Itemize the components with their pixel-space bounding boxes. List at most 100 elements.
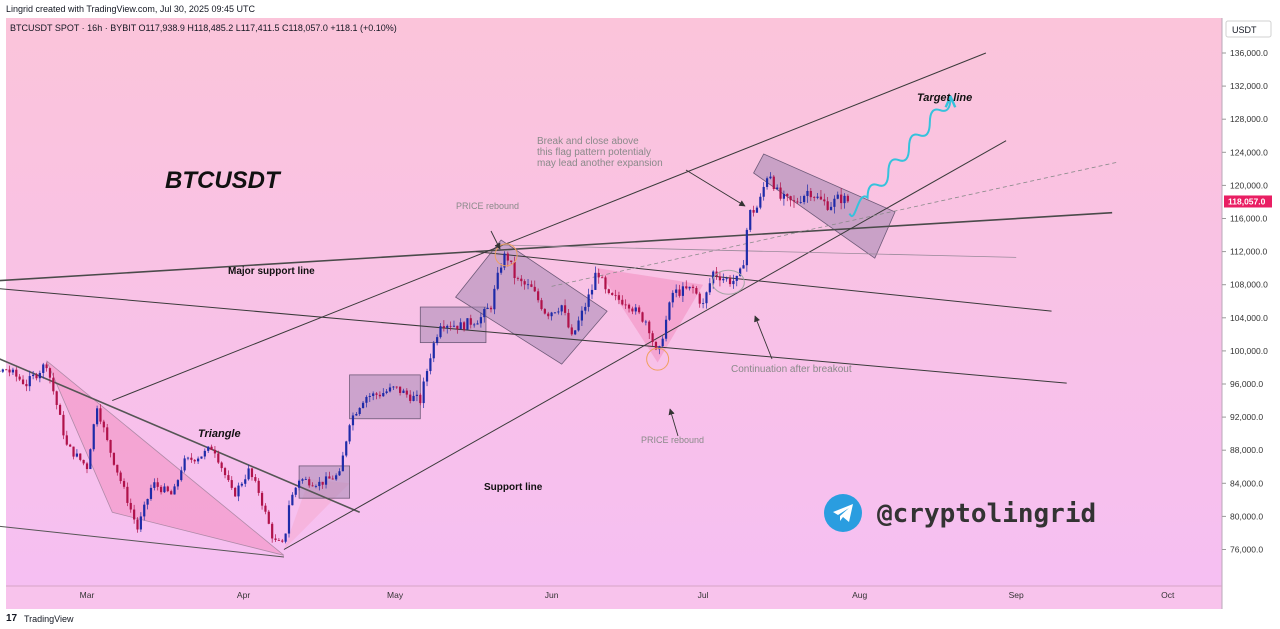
candle-body — [38, 372, 41, 379]
annotation-support-line: Support line — [484, 482, 543, 493]
lower-descending-line — [0, 288, 1067, 384]
x-axis-strip — [6, 586, 1222, 609]
candle-body — [826, 201, 829, 210]
candle-body — [520, 278, 523, 282]
y-tick-label: 92,000.0 — [1230, 412, 1263, 422]
candle-body — [624, 304, 627, 306]
triangle-area — [46, 360, 285, 556]
candle-body — [644, 321, 647, 323]
candle-body — [489, 307, 493, 310]
candle-body — [843, 195, 846, 204]
candle-body — [422, 381, 425, 404]
candle-body — [580, 310, 583, 321]
candle-body — [456, 325, 459, 330]
x-axis[interactable]: Mar Apr May Jun Jul Aug Sep Oct — [80, 590, 1175, 600]
chart-area[interactable]: 76,000.0 80,000.0 84,000.0 88,000.0 92,000.0… — [0, 18, 1280, 609]
flag-channel-box — [455, 239, 608, 365]
candle-body — [617, 295, 621, 300]
candle-body — [304, 479, 307, 480]
arrow-continuation — [754, 315, 773, 360]
candle-body — [32, 374, 35, 377]
y-tick-label: 96,000.0 — [1230, 379, 1263, 389]
candle-body — [207, 446, 210, 451]
candle-body — [183, 458, 186, 471]
candle-body — [8, 369, 11, 373]
candle-body — [122, 481, 126, 487]
candle-body — [607, 289, 610, 294]
candle-body — [348, 425, 351, 442]
candle-body — [506, 253, 509, 261]
candle-body — [170, 491, 173, 495]
y-axis[interactable]: 76,000.0 80,000.0 84,000.0 88,000.0 92,000.0… — [1222, 48, 1272, 555]
candle-body — [62, 414, 65, 436]
candle-body — [99, 408, 102, 422]
y-tick-label: 104,000.0 — [1230, 313, 1268, 323]
last-price-label: 118,057.0 — [1228, 196, 1266, 206]
candle-body — [21, 379, 25, 385]
candle-body — [537, 291, 540, 301]
candle-body — [234, 487, 237, 497]
candle-body — [668, 302, 671, 320]
candle-body — [298, 480, 301, 488]
candle-body — [829, 206, 833, 210]
candle-body — [533, 286, 536, 292]
x-tick-label: Jul — [698, 590, 709, 600]
candle-body — [685, 286, 688, 289]
candle-body — [530, 284, 533, 287]
candle-body — [217, 453, 220, 463]
candle-body — [257, 480, 260, 493]
candle-body — [18, 376, 21, 380]
candle-body — [691, 286, 695, 288]
last-price-tag — [1224, 195, 1272, 208]
candle-body — [338, 471, 341, 476]
candle-body — [772, 176, 775, 189]
candle-body — [92, 424, 95, 450]
candle-body — [254, 477, 257, 481]
candle-body — [570, 327, 573, 335]
footer-brand[interactable]: TradingView — [24, 614, 74, 624]
candle-body — [776, 187, 779, 189]
candle-body — [725, 278, 728, 280]
triangle-lower-line — [0, 525, 285, 558]
candle-body — [223, 468, 227, 476]
candle-body — [139, 516, 142, 530]
candle-body — [176, 480, 179, 487]
y-tick-label: 120,000.0 — [1230, 180, 1268, 190]
y-tick-label: 108,000.0 — [1230, 280, 1268, 290]
price-chart[interactable]: 76,000.0 80,000.0 84,000.0 88,000.0 92,000.0… — [0, 18, 1280, 609]
candle-body — [496, 272, 499, 289]
candle-body — [15, 369, 18, 377]
candle-body — [267, 511, 270, 524]
candle-body — [661, 338, 664, 347]
candle-body — [621, 299, 624, 305]
x-tick-label: Jun — [545, 590, 559, 600]
candle-body — [809, 190, 812, 198]
footer-bar: 17 TradingView — [0, 609, 1280, 629]
candle-body — [372, 393, 375, 396]
candle-body — [72, 446, 75, 457]
candle-body — [260, 492, 264, 506]
candle-body — [705, 292, 708, 304]
candle-body — [833, 198, 836, 207]
candle-body — [567, 312, 570, 328]
candle-body — [328, 476, 331, 479]
currency-badge: USDT — [1232, 25, 1257, 35]
candle-body — [846, 195, 849, 202]
candle-body — [244, 479, 247, 484]
chart-title: BTCUSDT — [165, 167, 282, 194]
tradingview-logo-icon[interactable]: 17 — [6, 613, 18, 624]
candle-body — [557, 311, 560, 313]
candle-body — [129, 502, 132, 510]
annotation-break-flag-line: Break and close above — [537, 136, 639, 147]
telegram-plane-glyph — [833, 504, 853, 522]
candle-body — [611, 293, 614, 295]
candle-body — [1, 369, 4, 372]
candle-body — [695, 287, 698, 294]
candle-body — [759, 196, 762, 208]
candle-body — [590, 289, 594, 295]
candle-body — [308, 479, 311, 486]
currency-badge-box[interactable] — [1225, 20, 1272, 38]
candle-body — [594, 272, 597, 290]
y-tick-label: 136,000.0 — [1230, 48, 1268, 58]
candle-body — [664, 319, 668, 339]
